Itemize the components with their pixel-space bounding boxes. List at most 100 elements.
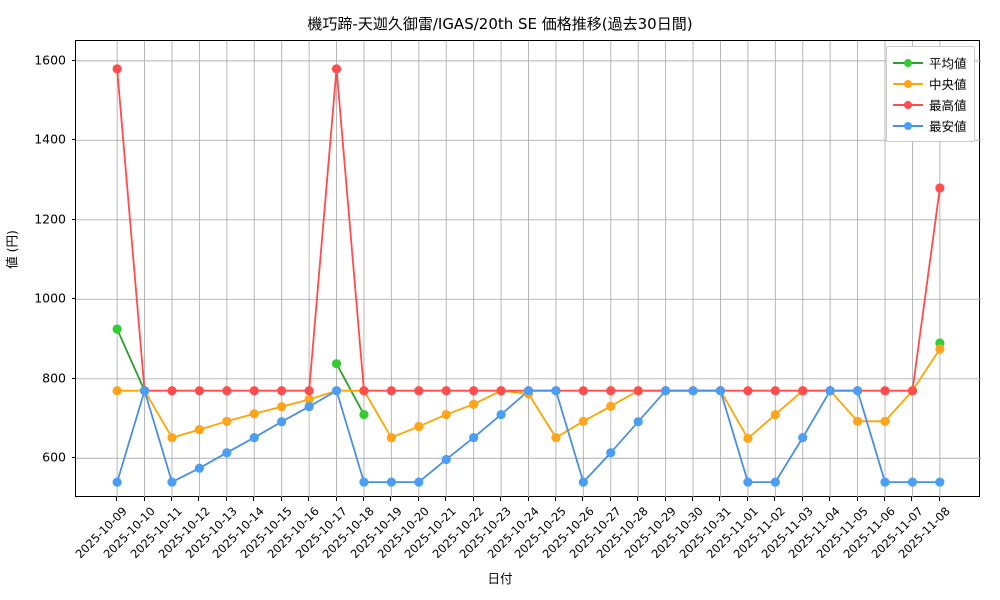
x-axis-label: 日付 xyxy=(487,571,513,586)
data-point xyxy=(578,386,588,396)
data-point xyxy=(770,477,780,487)
data-point xyxy=(359,409,369,420)
data-point xyxy=(469,433,479,443)
y-tick-label: 1200 xyxy=(34,211,66,227)
x-tick-mark xyxy=(500,497,502,501)
y-tick-label: 800 xyxy=(42,370,66,386)
data-point xyxy=(469,399,479,409)
y-tick-label: 1000 xyxy=(34,290,66,306)
data-point xyxy=(304,386,314,396)
data-point xyxy=(935,477,945,487)
data-point xyxy=(606,401,616,411)
x-tick-mark xyxy=(170,497,172,501)
data-point xyxy=(743,477,753,487)
data-point xyxy=(167,433,177,443)
data-point xyxy=(469,386,479,396)
data-point xyxy=(880,477,890,487)
data-point xyxy=(139,386,150,396)
x-tick-mark xyxy=(801,497,803,501)
legend-item[interactable]: 最高値 xyxy=(893,94,967,115)
x-tick-mark xyxy=(445,497,447,501)
x-tick-mark xyxy=(884,497,885,501)
data-point xyxy=(386,386,396,396)
data-point xyxy=(551,386,561,396)
legend-item[interactable]: 中央値 xyxy=(893,73,967,94)
page-title: 機巧蹄-天迦久御雷/IGAS/20th SE 価格推移(過去30日間) xyxy=(307,15,693,33)
x-tick-mark xyxy=(746,497,748,501)
x-tick-mark xyxy=(198,497,200,501)
y-axis-tick-labels: 600 800 1000 1200 1400 1600 xyxy=(22,40,66,497)
y-tick-label: 1400 xyxy=(34,131,66,147)
data-point xyxy=(112,477,122,487)
data-point xyxy=(112,64,122,74)
x-tick-mark xyxy=(774,497,776,501)
x-tick-mark xyxy=(527,497,529,501)
data-point xyxy=(277,402,287,412)
x-tick-mark xyxy=(829,497,831,501)
data-point xyxy=(386,477,396,487)
data-point xyxy=(825,386,835,396)
y-tick-mark xyxy=(71,59,75,61)
data-point xyxy=(661,386,671,396)
y-tick-label: 600 xyxy=(42,449,66,465)
data-point xyxy=(578,477,588,487)
legend-label: 最安値 xyxy=(929,119,967,134)
x-tick-mark xyxy=(280,497,282,501)
y-tick-mark xyxy=(71,457,75,459)
y-tick-mark xyxy=(71,218,75,220)
data-point xyxy=(496,409,506,420)
data-point xyxy=(880,386,890,396)
data-point xyxy=(743,433,753,443)
x-tick-mark xyxy=(253,497,255,501)
data-point xyxy=(441,409,451,420)
data-point xyxy=(798,386,808,396)
x-tick-mark xyxy=(664,497,666,501)
data-point xyxy=(414,477,424,487)
data-point xyxy=(194,425,205,435)
data-point xyxy=(304,402,314,412)
x-tick-mark xyxy=(308,497,310,501)
legend-swatch-icon xyxy=(893,77,923,91)
legend-swatch-icon xyxy=(893,119,923,133)
x-tick-mark xyxy=(582,497,584,501)
legend-item[interactable]: 最安値 xyxy=(893,115,967,136)
data-point xyxy=(277,386,287,396)
x-axis-tick-marks xyxy=(75,497,980,501)
x-tick-mark xyxy=(637,497,639,501)
data-point xyxy=(523,386,534,396)
data-point xyxy=(852,416,863,426)
legend-swatch-icon xyxy=(893,56,923,70)
x-tick-mark xyxy=(609,497,611,501)
data-point xyxy=(414,386,424,396)
legend-item[interactable]: 平均値 xyxy=(893,52,967,73)
data-point xyxy=(222,448,232,458)
data-point xyxy=(633,386,643,396)
data-point xyxy=(331,386,342,396)
x-tick-mark xyxy=(856,497,858,501)
data-point xyxy=(441,454,451,465)
data-point xyxy=(277,417,287,427)
data-point xyxy=(331,359,342,369)
data-point xyxy=(441,386,451,396)
data-point xyxy=(606,448,616,458)
y-axis-tick-marks xyxy=(68,40,75,497)
x-tick-mark xyxy=(116,497,118,501)
data-point xyxy=(359,477,369,487)
y-tick-mark xyxy=(71,377,75,379)
data-point xyxy=(578,416,588,426)
data-series-layer xyxy=(112,64,945,487)
data-point xyxy=(222,386,232,396)
data-point xyxy=(907,477,918,487)
y-axis-label: 値 (円) xyxy=(4,230,20,269)
data-point xyxy=(386,433,396,443)
data-point xyxy=(112,324,122,334)
data-point xyxy=(880,416,890,426)
y-tick-mark xyxy=(71,139,75,141)
chart-legend: 平均値中央値最高値最安値 xyxy=(886,46,975,142)
data-point xyxy=(167,386,177,396)
plot-area xyxy=(75,40,981,498)
legend-label: 中央値 xyxy=(929,77,967,92)
data-point xyxy=(249,386,259,396)
data-point xyxy=(194,386,205,396)
